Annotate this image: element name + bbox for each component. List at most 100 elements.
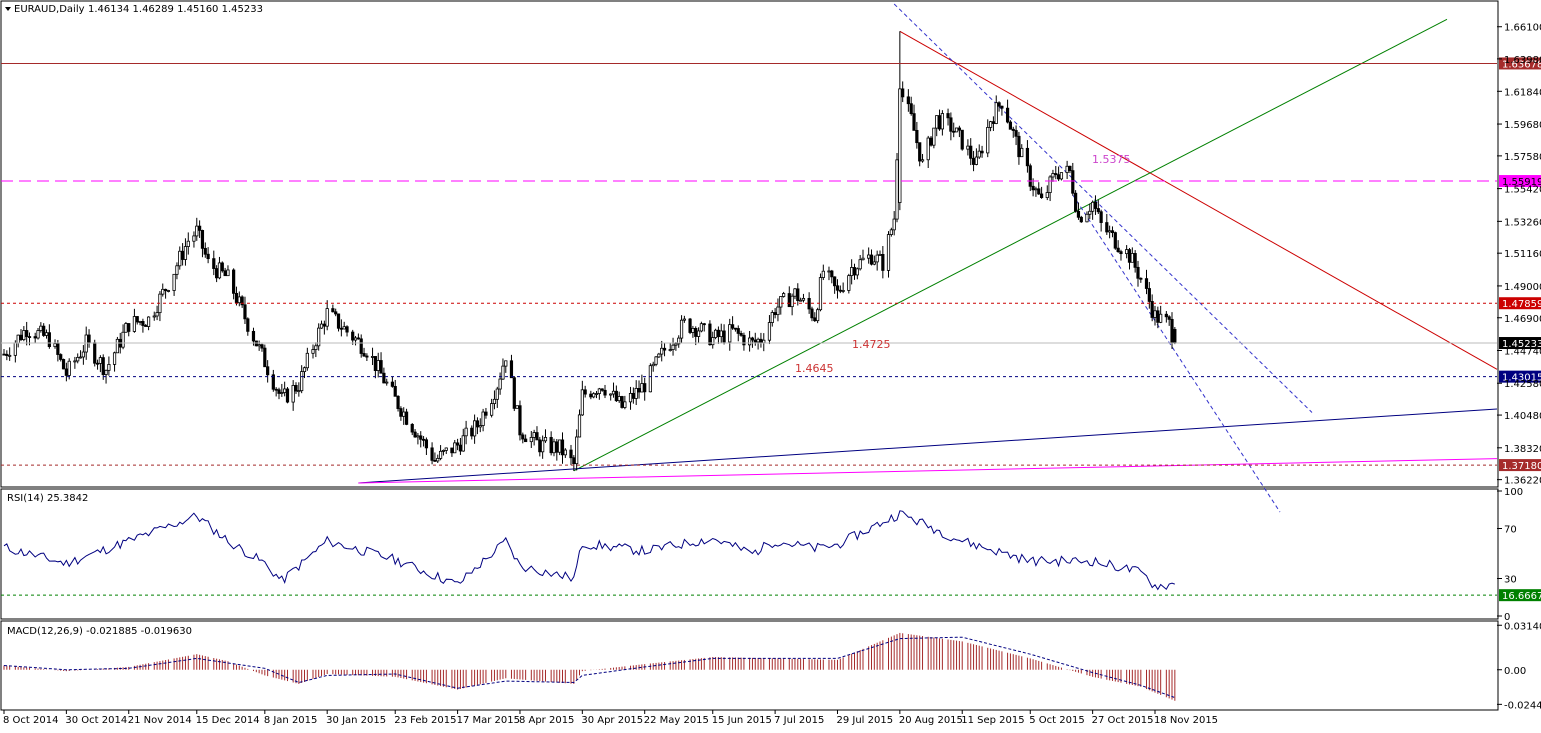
level-badge-1.47859 <box>1499 297 1541 310</box>
candle-body <box>657 353 661 358</box>
candle-body <box>935 115 939 129</box>
candle-body <box>643 383 647 393</box>
candle-body <box>524 438 528 443</box>
rsi-level-label: 16.6667 <box>1502 591 1541 602</box>
chevron-down-icon[interactable] <box>5 7 11 11</box>
candle-body <box>671 344 675 350</box>
candle-body <box>597 388 601 394</box>
candle-body <box>651 363 655 367</box>
price-candles <box>2 31 1177 472</box>
candle-body <box>345 326 349 333</box>
candle-body <box>1065 165 1069 173</box>
candle-body <box>331 308 335 313</box>
candle-body <box>572 457 576 465</box>
annotation-1-5375: 1.5375 <box>1092 153 1131 166</box>
candle-body <box>1037 188 1041 195</box>
candle-body <box>198 225 202 231</box>
symbol-label: EURAUD,Daily <box>14 4 85 15</box>
candle-body <box>44 332 49 336</box>
main-header[interactable]: EURAUD,Daily 1.46134 1.46289 1.45160 1.4… <box>5 4 263 15</box>
candle-body <box>390 381 394 387</box>
candle-body <box>858 259 862 270</box>
candle-body <box>742 334 746 346</box>
candle-body <box>1005 107 1010 123</box>
candle-body <box>549 437 553 454</box>
candle-body <box>461 435 465 452</box>
candle-body <box>115 338 119 354</box>
candle-body <box>611 390 616 395</box>
candle-body <box>529 437 533 443</box>
candle-body <box>583 389 587 395</box>
candle-body <box>181 250 185 260</box>
candle-body <box>1110 230 1115 234</box>
candle-body <box>5 353 9 356</box>
candle-body <box>59 354 63 360</box>
candle-body <box>121 331 125 348</box>
candle-body <box>396 395 400 409</box>
candle-body <box>81 351 85 358</box>
candle-body <box>212 258 216 269</box>
candle-body <box>101 357 105 375</box>
candle-body <box>971 157 976 165</box>
candle-body <box>1164 313 1168 318</box>
candle-body <box>1159 313 1163 323</box>
candle-body <box>1048 176 1052 193</box>
candle-body <box>541 440 545 453</box>
price-tick-label: 1.36220 <box>1504 476 1541 487</box>
candle-body <box>263 347 267 368</box>
candle-body <box>495 388 499 400</box>
candle-body <box>543 437 548 442</box>
candle-body <box>291 385 295 403</box>
candle-body <box>847 275 851 291</box>
candle-body <box>691 328 695 333</box>
candle-body <box>926 137 930 161</box>
candle-body <box>385 381 389 384</box>
candle-body <box>580 389 584 416</box>
candle-body <box>730 324 735 329</box>
candle-body <box>195 225 199 237</box>
candle-body <box>351 331 355 341</box>
candle-body <box>909 103 913 115</box>
candle-body <box>776 306 780 316</box>
candle-body <box>127 323 131 332</box>
candle-body <box>1139 277 1143 280</box>
date-label: 8 Apr 2015 <box>519 715 574 726</box>
candle-body <box>986 127 990 154</box>
annotation-1-4645: 1.4645 <box>795 362 834 375</box>
candle-body <box>1116 247 1120 253</box>
ohlc-readout: 1.46134 1.46289 1.45160 1.45233 <box>88 4 263 15</box>
candle-body <box>713 329 718 338</box>
candle-body <box>654 356 658 365</box>
candle-body <box>237 296 241 304</box>
candle-body <box>78 356 83 359</box>
candle-body <box>631 393 635 399</box>
blue-dashed-channel-lower <box>1072 194 1281 513</box>
candle-body <box>810 308 814 319</box>
candle-body <box>421 438 426 441</box>
candle-body <box>969 145 973 159</box>
candle-body <box>1000 105 1004 109</box>
candle-body <box>365 355 369 358</box>
candle-body <box>974 156 978 165</box>
candle-body <box>504 360 508 367</box>
candle-body <box>93 342 97 364</box>
candle-body <box>1125 249 1129 255</box>
candle-body <box>334 311 338 315</box>
date-label: 30 Jan 2015 <box>326 715 386 726</box>
candle-body <box>841 290 845 292</box>
candle-body <box>294 385 298 392</box>
candle-body <box>455 442 460 446</box>
candle-body <box>144 325 148 327</box>
rsi-tick-label: 70 <box>1504 525 1517 536</box>
candle-body <box>1108 230 1112 233</box>
candle-body <box>988 121 993 128</box>
candle-body <box>668 349 672 351</box>
level-badge-label: 1.37180 <box>1502 461 1541 472</box>
candle-body <box>756 338 760 343</box>
candle-body <box>87 334 91 344</box>
candle-body <box>855 268 859 276</box>
candle-body <box>490 403 494 416</box>
candle-body <box>592 393 596 398</box>
candle-body <box>382 372 386 384</box>
candle-body <box>192 235 196 242</box>
